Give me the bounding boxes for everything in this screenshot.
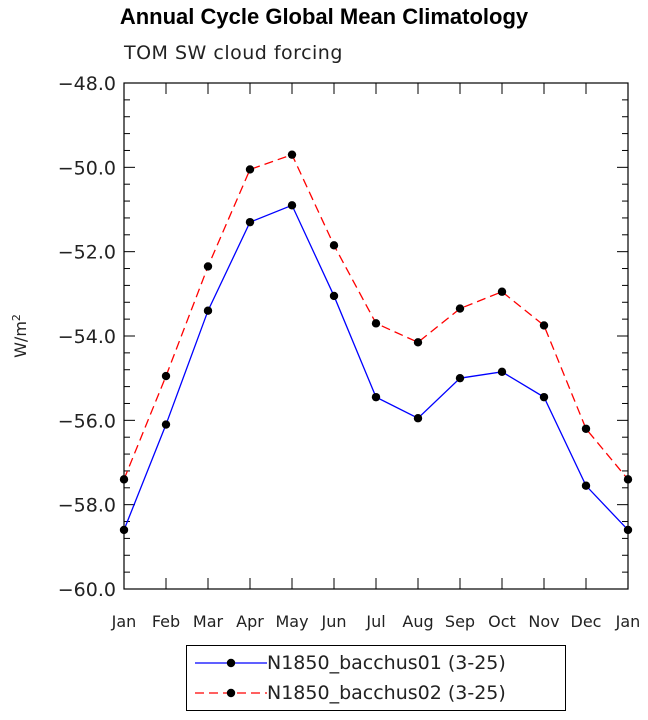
series-2-point <box>497 287 507 296</box>
x-tick-label: Aug <box>402 612 433 631</box>
legend-item-series-1: N1850_bacchus01 (3-25) <box>187 649 565 679</box>
series-1-point <box>329 291 339 301</box>
series-layer <box>119 150 633 535</box>
chart-title: Annual Cycle Global Mean Climatology <box>119 4 529 29</box>
series-2-point <box>371 319 381 328</box>
chart-subtitle: TOM SW cloud forcing <box>124 42 343 64</box>
y-tick-labels: −48.0 −50.0 −52.0 −54.0 −56.0 −58.0 −60.0 <box>58 73 116 601</box>
y-tick-label: −50.0 <box>58 157 116 179</box>
x-tick-label: Sep <box>445 612 475 631</box>
x-tick-label: Jan <box>615 612 641 631</box>
x-tick-label: Feb <box>152 612 180 631</box>
series-1-point <box>455 373 465 383</box>
series-2-point <box>581 424 591 433</box>
series-1-point <box>413 414 423 423</box>
y-tick-label: −52.0 <box>58 242 116 264</box>
y-tick-label: −60.0 <box>58 579 116 601</box>
series-2-point <box>623 475 633 484</box>
series-2-point <box>539 321 549 330</box>
series-2-point <box>203 262 213 271</box>
x-tick-label: Jun <box>321 612 347 631</box>
series-2-point <box>329 241 339 250</box>
axis-ticks <box>123 82 629 590</box>
y-axis-label-superscript: 2 <box>10 314 23 321</box>
legend-label-series-2: N1850_bacchus02 (3-25) <box>267 682 506 704</box>
series-1-point <box>623 525 633 535</box>
series-2-point <box>287 150 297 159</box>
x-tick-label: Jul <box>365 612 385 631</box>
x-tick-label: Dec <box>571 612 602 631</box>
legend-marker-series-2 <box>226 688 236 698</box>
y-tick-label: −54.0 <box>58 326 116 348</box>
legend-swatch-series-2 <box>195 688 267 698</box>
x-tick-label: Jan <box>111 612 137 631</box>
x-tick-label: May <box>275 612 308 631</box>
x-tick-labels: Jan Feb Mar Apr May Jun Jul Aug Sep Oct Nov Dec Jan <box>111 612 641 631</box>
series-1-point <box>245 217 255 227</box>
legend-marker-series-1 <box>226 658 236 668</box>
y-axis-label-text: W/m <box>11 321 30 358</box>
legend-item-series-2: N1850_bacchus02 (3-25) <box>187 679 565 709</box>
legend-swatch-series-1 <box>195 658 267 668</box>
series-1-point <box>119 525 129 535</box>
series-2-point <box>161 371 171 381</box>
x-tick-label: Nov <box>528 612 559 631</box>
plot-frame <box>123 82 629 590</box>
series-line-2 <box>123 153 629 480</box>
series-1-point <box>287 201 297 210</box>
series-1-point <box>497 367 507 377</box>
y-tick-label: −56.0 <box>58 410 116 432</box>
series-1-point <box>539 392 549 402</box>
series-1-point <box>161 420 171 429</box>
y-axis-label: W/m2 <box>10 314 30 358</box>
series-1-point <box>581 481 591 490</box>
series-1-point <box>203 306 213 315</box>
legend: N1850_bacchus01 (3-25) N1850_bacchus02 (… <box>186 645 566 711</box>
series-2-point <box>413 338 423 347</box>
y-tick-label: −58.0 <box>58 495 116 517</box>
series-2-point <box>455 304 465 313</box>
x-tick-label: Oct <box>488 612 516 631</box>
series-2-point <box>119 475 129 484</box>
legend-label-series-1: N1850_bacchus01 (3-25) <box>267 652 506 674</box>
x-tick-label: Mar <box>193 612 224 631</box>
series-1-point <box>371 392 381 402</box>
series-line-1 <box>123 204 629 531</box>
series-2-point <box>245 165 255 174</box>
y-tick-label: −48.0 <box>58 73 116 95</box>
x-tick-label: Apr <box>236 612 264 631</box>
